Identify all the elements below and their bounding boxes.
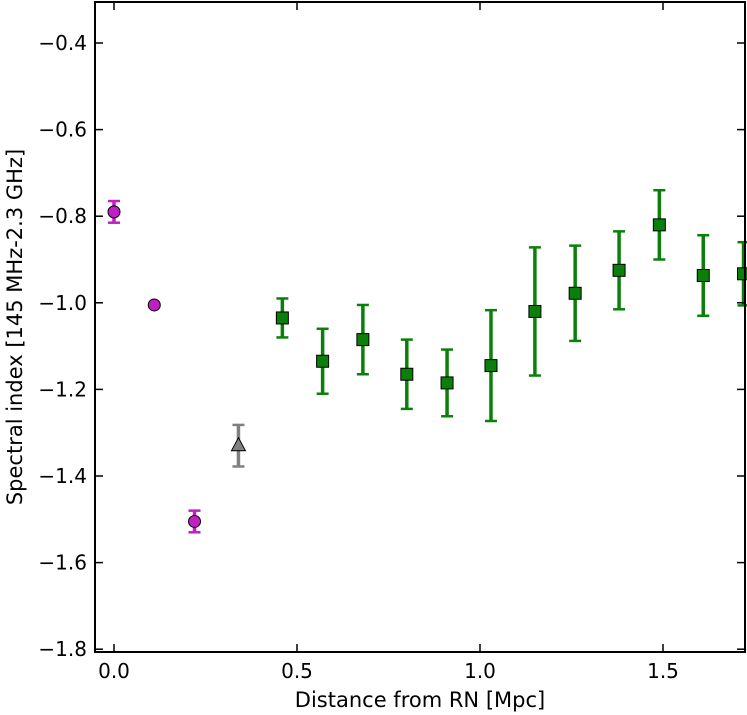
data-point-square xyxy=(528,304,542,318)
y-tick-label: −0.8 xyxy=(38,204,87,228)
axis-ticks: 0.00.51.01.52.02.53.0−0.4−0.6−0.8−1.0−1.… xyxy=(38,2,745,683)
y-tick-label: −1.4 xyxy=(38,464,87,488)
data-point-circle xyxy=(107,205,121,219)
y-tick-label: −1.6 xyxy=(38,551,87,575)
data-point-square xyxy=(275,311,289,325)
x-axis-label: Distance from RN [Mpc] xyxy=(295,688,545,712)
y-tick-label: −1.0 xyxy=(38,291,87,315)
data-point-triangle xyxy=(230,436,247,452)
x-tick-label: 1.0 xyxy=(464,659,496,683)
data-point-square xyxy=(696,269,710,283)
chart-marks xyxy=(107,188,747,534)
x-tick-label: 0.0 xyxy=(98,659,130,683)
data-point-square xyxy=(737,267,747,281)
data-point-circle xyxy=(188,514,202,528)
data-point-square xyxy=(484,359,498,373)
x-tick-label: 1.5 xyxy=(647,659,679,683)
y-tick-label: −0.4 xyxy=(38,31,87,55)
data-point-square xyxy=(612,263,626,277)
x-tick-label: 0.5 xyxy=(281,659,313,683)
data-point-square xyxy=(568,286,582,300)
plot-frame xyxy=(94,1,746,653)
y-tick-label: −1.2 xyxy=(38,377,87,401)
data-point-circle xyxy=(147,298,161,312)
data-point-square xyxy=(356,333,370,347)
data-point-square xyxy=(316,354,330,368)
y-axis-label: Spectral index [145 MHz-2.3 GHz] xyxy=(3,149,27,505)
y-tick-label: −1.8 xyxy=(38,637,87,661)
data-point-square xyxy=(400,367,414,381)
data-point-square xyxy=(652,218,666,232)
data-point-square xyxy=(440,376,454,390)
y-tick-label: −0.6 xyxy=(38,118,87,142)
